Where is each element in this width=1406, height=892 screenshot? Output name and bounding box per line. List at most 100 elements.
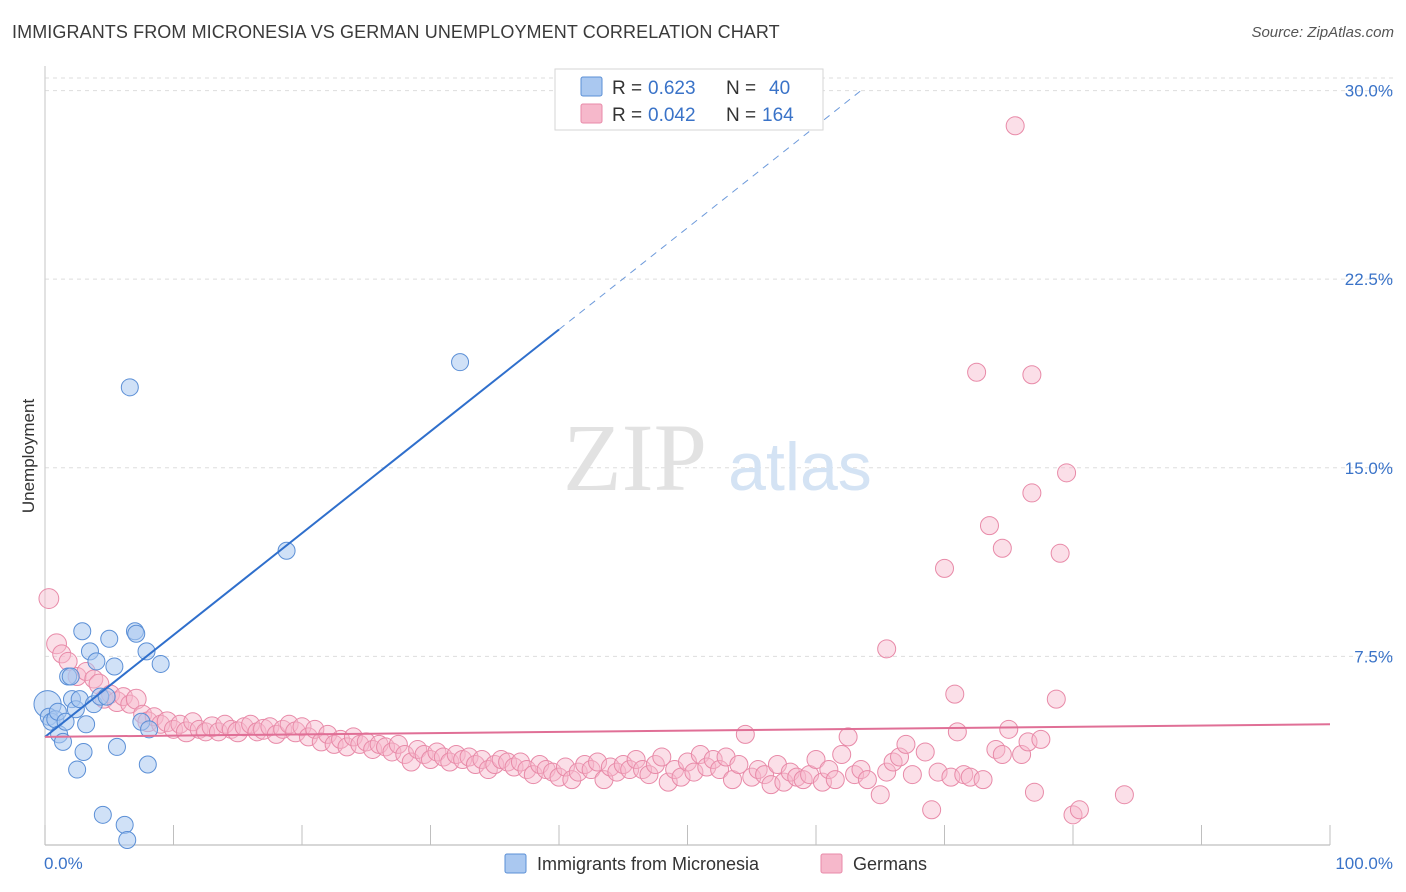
micronesia-point-30 (127, 624, 146, 643)
legend-swatch-blue (580, 76, 603, 97)
germans-point-94 (645, 755, 665, 775)
germans-point-0 (38, 588, 60, 609)
germans-point-40 (298, 727, 318, 747)
germans-point-1 (46, 633, 67, 655)
germans-point-19 (164, 719, 183, 739)
micronesia-point-24 (105, 657, 124, 676)
germans-point-55 (395, 744, 415, 764)
germans-point-126 (851, 760, 871, 780)
micronesia-point-33 (140, 720, 159, 739)
germans-point-85 (588, 752, 608, 772)
germans-point-142 (986, 739, 1006, 759)
micronesia-point-27 (118, 830, 137, 849)
grid-lines (45, 77, 1395, 657)
bottom-legend-swatch-blue (504, 853, 527, 874)
germans-point-144 (999, 719, 1019, 739)
germans-point-119 (806, 749, 826, 769)
germans-point-147 (1024, 782, 1044, 802)
germans-point-117 (793, 770, 813, 790)
germans-point-60 (427, 742, 447, 762)
micronesia-point-14 (73, 622, 92, 641)
germans-point-156 (979, 516, 999, 536)
bottom-legend-label-germans: Germans (853, 854, 927, 874)
germans-point-124 (838, 727, 858, 747)
germans-point-121 (819, 760, 839, 780)
germans-point-163 (1057, 463, 1077, 483)
y-tick-label-3: 30.0% (1345, 82, 1393, 101)
germans-point-130 (883, 752, 903, 772)
x-tick-labels: 0.0% 100.0% (44, 854, 1393, 873)
legend-n-value-2: 164 (762, 105, 794, 126)
germans-point-134 (915, 742, 935, 762)
germans-point-110 (748, 760, 768, 780)
germans-point-80 (555, 757, 575, 777)
micronesia-point-25 (107, 737, 126, 756)
germans-point-91 (626, 749, 646, 769)
germans-point-153 (935, 558, 954, 578)
germans-points (38, 116, 1134, 825)
micronesia-point-32 (137, 642, 156, 661)
chart-title: IMMIGRANTS FROM MICRONESIA VS GERMAN UNE… (12, 22, 780, 42)
germans-point-67 (472, 749, 492, 769)
germans-point-32 (247, 722, 267, 742)
y-axis-label: Unemployment (19, 399, 38, 514)
germans-point-154 (945, 684, 965, 704)
germans-point-133 (902, 765, 922, 785)
germans-point-141 (973, 770, 993, 790)
germans-point-95 (652, 747, 672, 767)
legend-n-label-1: N = (726, 78, 756, 99)
germans-point-66 (465, 755, 485, 775)
legend-r-value-1: 0.623 (648, 78, 696, 99)
y-tick-labels: 7.5% 15.0% 22.5% 30.0% (1345, 82, 1393, 667)
y-tick-label-2: 22.5% (1345, 270, 1393, 289)
germans-point-125 (845, 765, 865, 785)
germans-point-38 (285, 721, 306, 743)
germans-point-135 (922, 800, 942, 820)
germans-point-78 (543, 762, 563, 782)
micronesia-point-34 (151, 654, 170, 673)
bottom-legend: Immigrants from Micronesia Germans (504, 853, 927, 874)
germans-point-108 (735, 724, 755, 744)
germans-point-73 (510, 752, 530, 772)
germans-point-18 (156, 711, 178, 733)
germans-point-157 (992, 538, 1012, 558)
germans-point-96 (658, 772, 678, 792)
germans-point-122 (825, 770, 845, 790)
legend-swatch-pink (580, 103, 603, 124)
germans-point-47 (343, 727, 363, 747)
germans-point-101 (690, 744, 710, 764)
legend-r-label-2: R = (612, 105, 642, 126)
legend-r-value-2: 0.042 (648, 105, 696, 126)
germans-point-155 (967, 362, 987, 382)
bottom-legend-label-micronesia: Immigrants from Micronesia (537, 854, 760, 874)
germans-point-160 (1022, 483, 1042, 503)
watermark-atlas: atlas (728, 429, 872, 505)
micronesia-point-35 (138, 755, 157, 774)
germans-point-100 (684, 762, 704, 782)
germans-point-84 (581, 760, 601, 780)
germans-point-107 (729, 755, 749, 775)
germans-point-92 (633, 760, 653, 780)
germans-point-13 (125, 688, 147, 710)
legend-r-label-1: R = (612, 78, 642, 99)
trend-lines (44, 90, 1331, 738)
germans-point-145 (1012, 744, 1032, 764)
legend-n-value-1: 40 (769, 78, 790, 99)
germans-point-149 (1063, 805, 1083, 825)
germans-point-114 (774, 772, 794, 792)
germans-point-104 (710, 760, 730, 780)
germans-point-132 (896, 734, 916, 754)
germans-point-136 (928, 762, 948, 782)
micronesia-point-19 (87, 652, 106, 671)
germans-point-128 (870, 785, 890, 805)
y-tick-label-1: 15.0% (1345, 459, 1393, 478)
micronesia-point-9 (61, 667, 80, 686)
germans-point-151 (1114, 785, 1134, 805)
micronesia-points (33, 353, 470, 849)
germans-point-2 (52, 644, 72, 664)
germans-point-25 (201, 716, 223, 738)
micronesia-point-36 (277, 541, 296, 560)
micronesia-point-12 (68, 760, 87, 779)
micronesia-point-26 (115, 815, 134, 834)
germans-point-123 (832, 744, 852, 764)
